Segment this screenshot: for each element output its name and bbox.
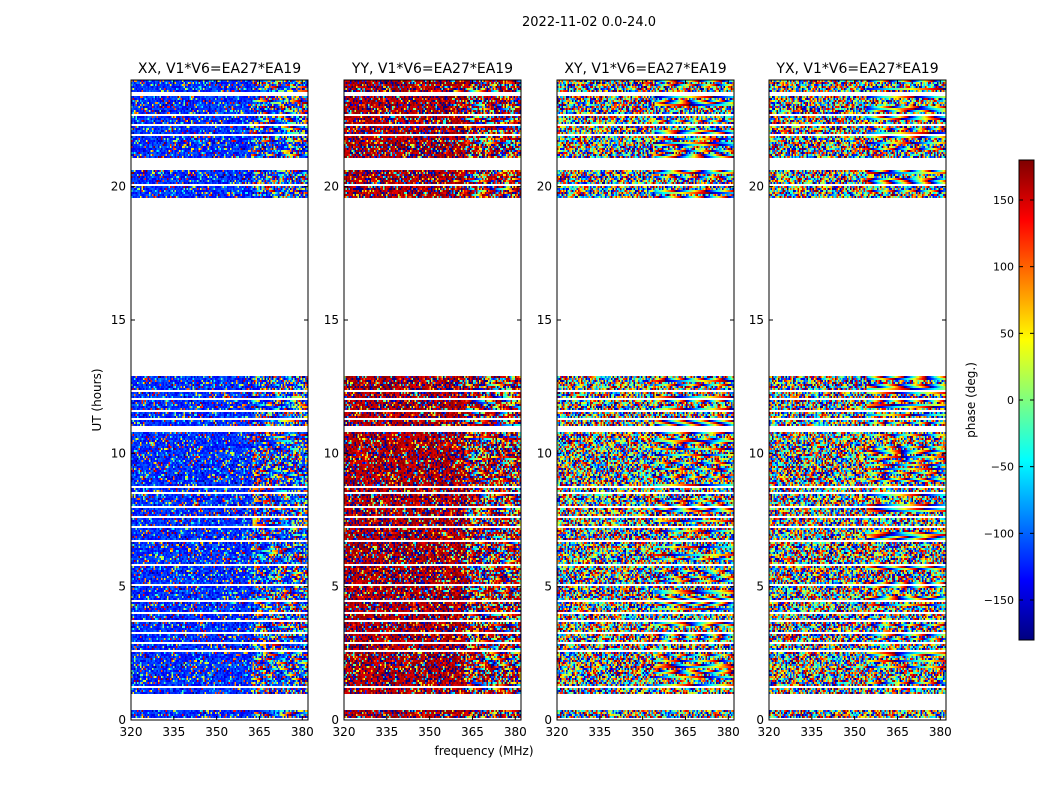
x-tick-label: 380: [291, 725, 314, 739]
panel-3: XY, V1*V6=EA27*EA19 320 335 350 365 380 0 5 10 15…: [537, 61, 740, 739]
y-tick-label: 15: [749, 313, 764, 327]
axes-frame: [556, 79, 735, 721]
x-tick-label: 365: [248, 725, 271, 739]
x-tick-label: 380: [717, 725, 740, 739]
x-tick-label: 380: [929, 725, 952, 739]
x-tick-label: 335: [162, 725, 185, 739]
x-tick-label: 335: [800, 725, 823, 739]
axes-frame: [130, 79, 309, 721]
panels-group: XX, V1*V6=EA27*EA19 320 335 350 365 380 0 5 10 15…: [111, 61, 952, 739]
x-tick-label: 320: [120, 725, 143, 739]
y-tick-label: 5: [756, 580, 764, 594]
waterfall-image: [557, 80, 734, 720]
panel-title: YX, V1*V6=EA27*EA19: [775, 61, 938, 77]
waterfall-image: [769, 80, 946, 720]
y-tick-label: 20: [749, 180, 764, 194]
y-tick-label: 20: [111, 180, 126, 194]
y-tick-label: 10: [537, 446, 552, 460]
panel-4: YX, V1*V6=EA27*EA19 320 335 350 365 380 0 5 10 15…: [749, 61, 952, 739]
panel-title: XY, V1*V6=EA27*EA19: [564, 61, 726, 77]
y-tick-label: 15: [324, 313, 339, 327]
x-axis-label: frequency (MHz): [434, 744, 533, 758]
x-tick-label: 335: [375, 725, 398, 739]
x-tick-label: 365: [886, 725, 909, 739]
y-tick-label: 15: [111, 313, 126, 327]
waterfall-image: [344, 80, 521, 720]
y-tick-label: 10: [749, 446, 764, 460]
colorbar-tick-label: 0: [1007, 394, 1014, 407]
axes-frame: [768, 79, 947, 721]
colorbar-tick-label: −150: [984, 594, 1014, 607]
y-tick-label: 5: [331, 580, 339, 594]
x-tick-label: 350: [843, 725, 866, 739]
colorbar: 150 100 50 0 −50 −100 −150 phase (deg.): [964, 159, 1035, 641]
y-tick-label: 0: [756, 713, 764, 727]
y-tick-label: 0: [118, 713, 126, 727]
waterfall-image: [131, 80, 308, 720]
colorbar-label: phase (deg.): [964, 362, 978, 438]
x-tick-label: 320: [546, 725, 569, 739]
x-tick-label: 350: [205, 725, 228, 739]
x-tick-label: 320: [758, 725, 781, 739]
y-tick-label: 10: [111, 446, 126, 460]
colorbar-tick-label: −100: [984, 527, 1014, 540]
axes-frame: [343, 79, 522, 721]
y-tick-label: 5: [118, 580, 126, 594]
panel-2: YY, V1*V6=EA27*EA19 320 335 350 365 380 0 5 10 15…: [324, 61, 527, 739]
x-tick-label: 365: [674, 725, 697, 739]
x-tick-label: 320: [333, 725, 356, 739]
y-tick-label: 20: [537, 180, 552, 194]
x-tick-label: 365: [461, 725, 484, 739]
figure-title: 2022-11-02 0.0-24.0: [522, 15, 656, 30]
y-axis-label: UT (hours): [90, 368, 104, 431]
y-tick-label: 5: [544, 580, 552, 594]
panel-1: XX, V1*V6=EA27*EA19 320 335 350 365 380 0 5 10 15…: [111, 61, 314, 739]
x-tick-label: 380: [504, 725, 527, 739]
y-tick-label: 0: [544, 713, 552, 727]
x-tick-label: 335: [588, 725, 611, 739]
x-tick-label: 350: [631, 725, 654, 739]
y-tick-label: 15: [537, 313, 552, 327]
y-tick-label: 10: [324, 446, 339, 460]
y-tick-label: 20: [324, 180, 339, 194]
colorbar-tick-label: 50: [1000, 327, 1014, 340]
panel-title: XX, V1*V6=EA27*EA19: [138, 61, 301, 77]
colorbar-tick-label: −50: [991, 461, 1014, 474]
panel-title: YY, V1*V6=EA27*EA19: [351, 61, 513, 77]
colorbar-tick-label: 150: [993, 194, 1014, 207]
colorbar-tick-label: 100: [993, 261, 1014, 274]
y-tick-label: 0: [331, 713, 339, 727]
x-tick-label: 350: [418, 725, 441, 739]
